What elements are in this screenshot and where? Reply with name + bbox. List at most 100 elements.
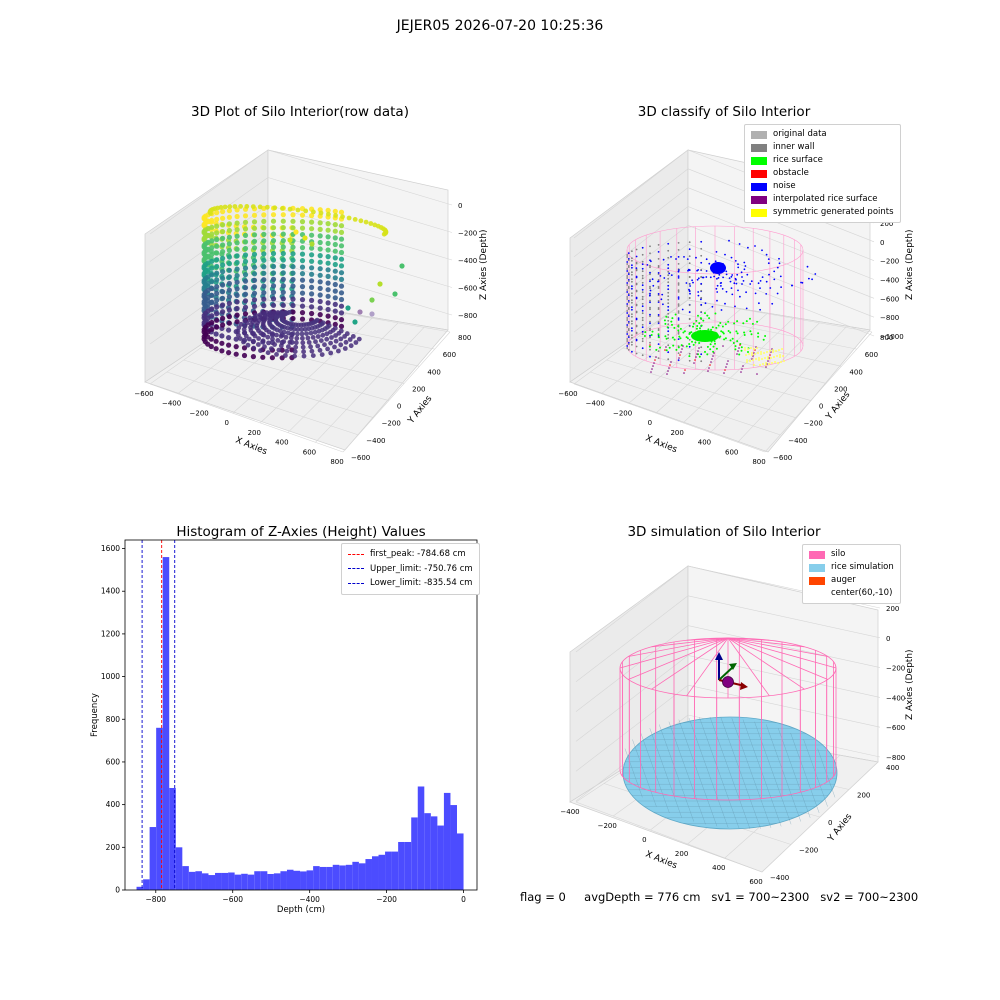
raw-point [242, 258, 249, 265]
classified-point [695, 327, 698, 330]
classified-point [649, 289, 652, 292]
raw-point [299, 258, 306, 264]
histogram-bar [143, 879, 150, 890]
classified-point [677, 305, 680, 307]
x-tick-label: −200 [190, 409, 209, 417]
classified-point [779, 356, 781, 358]
raw-point [288, 335, 294, 341]
classified-point [627, 301, 630, 303]
classified-point [657, 251, 660, 253]
raw-point [220, 282, 226, 288]
histogram-legend-label: first_peak: -784.68 cm [370, 549, 466, 559]
classified-point [760, 353, 762, 355]
classified-point [641, 354, 644, 357]
classified-point [635, 318, 638, 321]
raw-point [299, 212, 306, 218]
classified-point [750, 333, 753, 336]
classified-point [690, 331, 693, 334]
classified-point [657, 333, 660, 336]
raw-point [299, 297, 306, 303]
classified-point [731, 337, 734, 340]
histogram-bars [136, 557, 464, 890]
raw-point [309, 252, 315, 258]
classified-point [753, 364, 755, 366]
silo-roof-line [619, 637, 729, 669]
raw-point [226, 300, 232, 306]
classified-point [772, 351, 774, 353]
x-tick-label: −400 [162, 400, 181, 408]
classified-point [712, 345, 715, 348]
classified-point [756, 373, 758, 375]
y-tick-label: 1600 [101, 544, 120, 553]
raw-point [317, 233, 323, 239]
classified-point [626, 310, 629, 312]
x-grid-line [628, 308, 741, 404]
raw-point [209, 217, 215, 224]
classified-point [725, 366, 727, 368]
raw-point [301, 353, 307, 359]
classified-point [631, 343, 633, 346]
classified-point [712, 350, 715, 353]
classified-point [641, 323, 644, 326]
classified-point [667, 281, 670, 284]
classified-point [635, 269, 638, 272]
classified-point [740, 346, 743, 349]
classified-point [726, 363, 728, 365]
classified-point [737, 266, 740, 269]
classified-point [707, 328, 710, 331]
classified-point [635, 262, 638, 265]
raw-point [287, 237, 293, 243]
raw-point [325, 234, 331, 240]
classified-point [683, 256, 685, 258]
simulation-legend-swatch [809, 590, 825, 598]
raw-point [234, 273, 240, 279]
raw-point [275, 310, 281, 315]
classified-point [783, 360, 785, 362]
classified-point [649, 266, 651, 269]
raw-point [251, 219, 258, 225]
classified-point [735, 330, 738, 333]
classify-legend-swatch [751, 156, 767, 165]
classify-legend-swatch [751, 130, 767, 139]
histogram-bar [247, 874, 255, 890]
raw-point [234, 305, 240, 312]
classified-point [667, 277, 670, 280]
raw-point [350, 334, 356, 339]
classified-point [677, 312, 680, 314]
raw-point [346, 215, 352, 221]
classified-point [677, 331, 680, 333]
classified-point [728, 239, 730, 242]
classified-point [761, 249, 763, 252]
raw-point [329, 335, 334, 340]
classified-point [641, 309, 644, 312]
raw-point [261, 244, 267, 250]
classified-point [649, 299, 651, 302]
classified-point [631, 301, 633, 304]
classified-point [709, 348, 712, 351]
silo-roof-line [727, 637, 828, 657]
z-tick-label: −800 [886, 754, 905, 762]
classified-point [649, 273, 651, 276]
raw-point [269, 346, 274, 351]
classified-point [720, 285, 722, 287]
z-tick-label: −600 [458, 285, 477, 293]
raw-point [214, 284, 220, 290]
raw-point [317, 246, 323, 252]
classified-point [649, 320, 651, 323]
classified-point [744, 265, 747, 267]
classified-point [688, 355, 691, 358]
x-tick-label: 200 [248, 429, 261, 437]
classified-point [714, 312, 717, 315]
raw-point [290, 296, 296, 302]
classified-point [716, 291, 719, 293]
histogram-legend-entry: first_peak: -784.68 cm [348, 547, 473, 562]
classify-legend-label: interpolated rice surface [773, 194, 878, 204]
classified-point [722, 332, 725, 335]
classified-point [641, 330, 644, 333]
raw-point [256, 336, 261, 341]
raw-point [234, 286, 240, 292]
raw-point [300, 335, 305, 341]
y-tick-label: 200 [412, 385, 425, 393]
z-grid-line [687, 187, 875, 261]
classified-point [688, 283, 691, 286]
